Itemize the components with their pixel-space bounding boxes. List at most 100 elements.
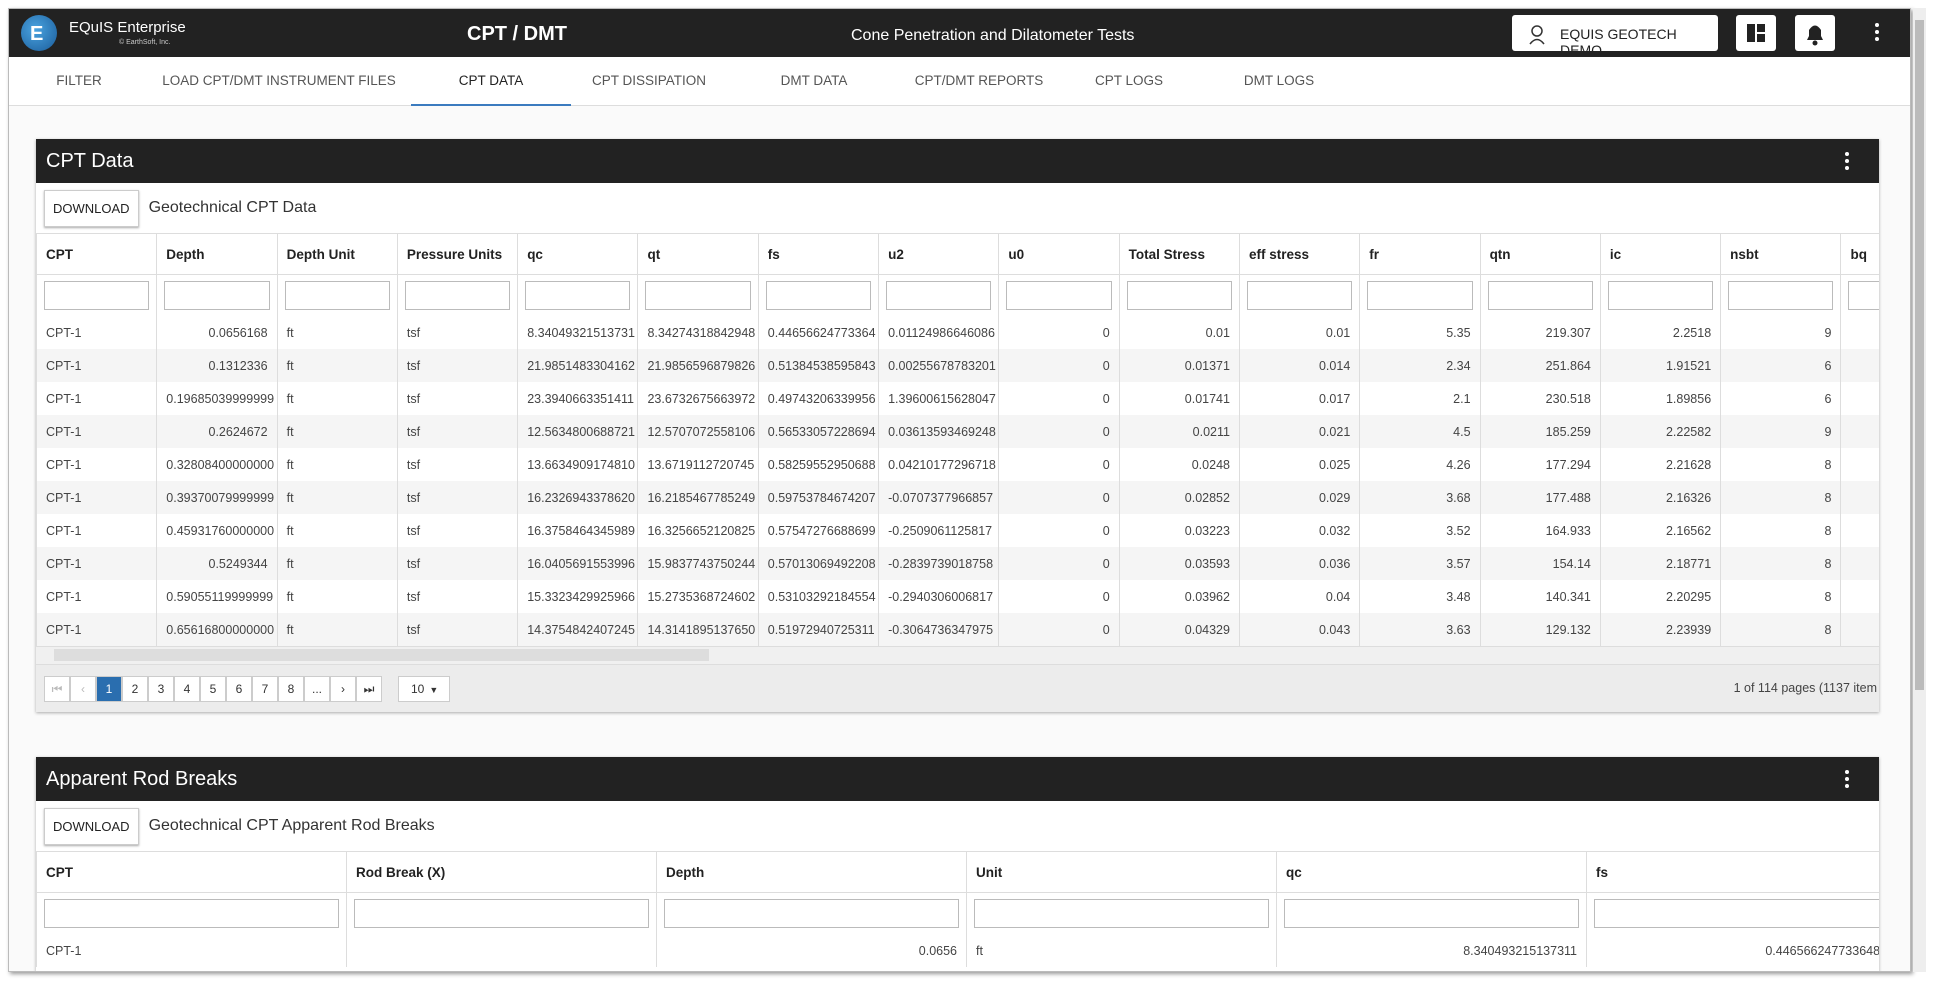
- data-row: CPT-1 0.19685039999999 ft tsf 23.39406633514…: [36, 382, 1879, 415]
- tab[interactable]: CPT DISSIPATION: [591, 73, 707, 88]
- filter-input[interactable]: [1487, 281, 1593, 310]
- tab[interactable]: LOAD CPT/DMT INSTRUMENT FILES: [162, 73, 396, 88]
- column-header[interactable]: Pressure Units: [396, 233, 519, 275]
- prev-page[interactable]: ‹: [70, 676, 96, 702]
- filter-input[interactable]: [1594, 899, 1879, 928]
- cell: 0.04210177296718: [878, 448, 1000, 481]
- page-button[interactable]: 5: [200, 676, 226, 702]
- page-button[interactable]: 6: [226, 676, 252, 702]
- next-page[interactable]: ›: [330, 676, 356, 702]
- column-header[interactable]: CPT: [36, 851, 347, 893]
- column-header[interactable]: ic: [1599, 233, 1722, 275]
- column-header[interactable]: qc: [1276, 851, 1587, 893]
- column-header[interactable]: u0: [998, 233, 1120, 275]
- filter-input[interactable]: [645, 281, 751, 310]
- page-button[interactable]: 4: [174, 676, 200, 702]
- column-header[interactable]: CPT: [36, 233, 158, 275]
- filter-input[interactable]: [664, 899, 959, 928]
- column-header[interactable]: Total Stress: [1118, 233, 1240, 275]
- page-button[interactable]: 3: [148, 676, 174, 702]
- filter-input[interactable]: [974, 899, 1269, 928]
- filter-input[interactable]: [44, 281, 150, 310]
- page-button[interactable]: 1: [96, 676, 122, 702]
- tab[interactable]: CPT DATA: [411, 57, 571, 106]
- cell: 185.259: [1479, 415, 1601, 448]
- filter-input[interactable]: [765, 281, 872, 310]
- column-header[interactable]: Depth: [156, 233, 278, 275]
- page-button[interactable]: 7: [252, 676, 278, 702]
- filter-input[interactable]: [404, 281, 511, 310]
- tab[interactable]: FILTER: [56, 73, 102, 88]
- cell: 13.6634909174810: [517, 448, 639, 481]
- cell: 0.19685039999999: [156, 382, 278, 415]
- filter-input[interactable]: [886, 281, 992, 310]
- download-button[interactable]: DOWNLOAD: [44, 189, 139, 227]
- filter-row: [36, 274, 1879, 316]
- column-header[interactable]: qc: [517, 233, 639, 275]
- cell: 2.22582: [1599, 415, 1722, 448]
- page-button[interactable]: 8: [278, 676, 304, 702]
- filter-input[interactable]: [1006, 281, 1112, 310]
- cell: 3.63: [1359, 613, 1481, 646]
- page-button[interactable]: 2: [122, 676, 148, 702]
- dashboard-button[interactable]: [1736, 15, 1776, 51]
- column-header[interactable]: fs: [1586, 851, 1879, 893]
- column-header[interactable]: Depth Unit: [276, 233, 398, 275]
- column-header[interactable]: nsbt: [1720, 233, 1842, 275]
- h-scrollbar[interactable]: [36, 646, 1879, 664]
- cell: tsf: [396, 514, 519, 547]
- filter-input[interactable]: [1126, 281, 1232, 310]
- filter-input[interactable]: [1848, 281, 1879, 310]
- filter-cell: [396, 274, 519, 316]
- last-page[interactable]: ⏭: [356, 676, 382, 702]
- top-bar: E EQuIS Enterprise © EarthSoft, Inc. CPT…: [9, 9, 1910, 58]
- column-header[interactable]: bq: [1840, 233, 1879, 275]
- filter-input[interactable]: [284, 281, 390, 310]
- tab[interactable]: DMT DATA: [780, 73, 848, 88]
- cell: 0.32808400000000: [156, 448, 278, 481]
- v-scrollbar[interactable]: [1913, 8, 1926, 972]
- menu-button[interactable]: [1875, 23, 1879, 44]
- user-button[interactable]: EQUIS GEOTECH DEMO: [1512, 15, 1718, 58]
- filter-input[interactable]: [1607, 281, 1714, 310]
- column-header[interactable]: Unit: [966, 851, 1277, 893]
- filter-cell: [1599, 274, 1722, 316]
- page-button[interactable]: ...: [304, 676, 330, 702]
- cell: CPT-1: [36, 580, 158, 613]
- column-header[interactable]: Rod Break (X): [346, 851, 657, 893]
- download-button[interactable]: DOWNLOAD: [44, 807, 139, 845]
- column-header[interactable]: Depth: [656, 851, 967, 893]
- filter-input[interactable]: [1367, 281, 1473, 310]
- cell: 2.1: [1359, 382, 1481, 415]
- filter-input[interactable]: [1246, 281, 1353, 310]
- first-page[interactable]: ⏮: [44, 676, 70, 702]
- filter-input[interactable]: [44, 899, 339, 928]
- card-menu[interactable]: [1845, 770, 1849, 791]
- cell: 0: [998, 415, 1120, 448]
- column-header[interactable]: qtn: [1479, 233, 1601, 275]
- page-size[interactable]: 10 ▼: [398, 676, 450, 702]
- column-header[interactable]: u2: [878, 233, 1000, 275]
- filter-input[interactable]: [164, 281, 270, 310]
- cell: 0.025: [1238, 448, 1361, 481]
- column-header[interactable]: fr: [1359, 233, 1481, 275]
- column-header[interactable]: eff stress: [1238, 233, 1361, 275]
- tab[interactable]: DMT LOGS: [1243, 73, 1315, 88]
- cell: tsf: [396, 580, 519, 613]
- notifications-button[interactable]: [1795, 15, 1835, 51]
- filter-input[interactable]: [354, 899, 649, 928]
- filter-input[interactable]: [1728, 281, 1834, 310]
- cpt-table: CPT Depth Depth Unit Pressure Units qc qt fs u2…: [36, 233, 1879, 646]
- tab[interactable]: CPT LOGS: [1094, 73, 1164, 88]
- filter-input[interactable]: [1284, 899, 1579, 928]
- tab[interactable]: CPT/DMT REPORTS: [914, 73, 1044, 88]
- card-menu[interactable]: [1845, 152, 1849, 173]
- filter-cell: [637, 274, 759, 316]
- column-header[interactable]: fs: [757, 233, 880, 275]
- cell: 0.01741: [1118, 382, 1240, 415]
- cell: 0: [998, 514, 1120, 547]
- filter-input[interactable]: [525, 281, 631, 310]
- filter-cell: [878, 274, 1000, 316]
- column-header[interactable]: qt: [637, 233, 759, 275]
- cell: 0: [998, 481, 1120, 514]
